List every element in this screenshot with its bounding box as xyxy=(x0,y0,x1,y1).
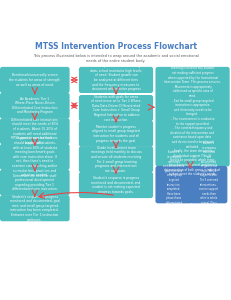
Text: ⊕: ⊕ xyxy=(9,11,19,24)
FancyBboxPatch shape xyxy=(0,195,69,221)
Text: An Academic Tier 1
Where-Place Never-Driven
Differentiated Core Instruction
and : An Academic Tier 1 Where-Place Never-Dri… xyxy=(12,97,57,115)
Text: • branchingminds.com: • branchingminds.com xyxy=(132,290,172,294)
Text: • info@branchingminds.com: • info@branchingminds.com xyxy=(12,290,62,294)
Text: This process illustrated below is intended to wrap around the academic and socia: This process illustrated below is intend… xyxy=(33,54,198,63)
FancyBboxPatch shape xyxy=(0,118,69,144)
FancyBboxPatch shape xyxy=(155,67,229,167)
FancyBboxPatch shape xyxy=(79,146,152,172)
Text: Based upon universal screening
data, school maintains high levels
of need. Stude: Based upon universal screening data, sch… xyxy=(90,64,141,96)
Text: MTSS Intervention Process Flowchart: MTSS Intervention Process Flowchart xyxy=(35,42,196,51)
FancyBboxPatch shape xyxy=(0,92,69,119)
FancyBboxPatch shape xyxy=(79,121,152,147)
FancyBboxPatch shape xyxy=(79,95,152,121)
Text: • @branchingminds: • @branchingminds xyxy=(185,290,220,294)
Text: Monitor student's progress
aligned to small group targeted
instruction for stude: Monitor student's progress aligned to sm… xyxy=(92,125,139,142)
FancyBboxPatch shape xyxy=(155,166,192,203)
Text: Student's response is progress
monitored and documented, goal
met, and small gro: Student's response is progress monitored… xyxy=(10,195,60,222)
Text: MINDS: MINDS xyxy=(37,21,69,31)
Text: MTSS process core instructions
should support all students,
with at least 80% of: MTSS process core instructions should su… xyxy=(12,136,58,177)
Text: • (646) 568-6775: • (646) 568-6775 xyxy=(69,290,100,294)
Text: Student's
in progress
monitored
and
documented
of goal is not
met. Which
support: Student's in progress monitored and docu… xyxy=(198,141,218,228)
FancyBboxPatch shape xyxy=(0,144,69,170)
Text: Student's
in progress
monitored
and documented
goal met, and
small group
targete: Student's in progress monitored and docu… xyxy=(163,150,184,219)
Circle shape xyxy=(0,10,65,25)
Text: Grade level/Content team
meetings held monthly to discuss
and ensure all student: Grade level/Content team meetings held m… xyxy=(90,146,141,173)
Text: Student's response is progress
monitored and documented, and
student is not maki: Student's response is progress monitored… xyxy=(91,176,140,194)
FancyBboxPatch shape xyxy=(189,166,226,203)
Text: BRANCHING: BRANCHING xyxy=(37,11,102,20)
FancyBboxPatch shape xyxy=(0,169,69,196)
Circle shape xyxy=(0,8,79,27)
Text: Differentiated core instructions
should meet the needs of 80%
of students. About: Differentiated core instructions should … xyxy=(11,118,58,145)
Text: Benchmark/universally screen
the students for areas of strength
as well as areas: Benchmark/universally screen the student… xyxy=(9,73,60,86)
Text: Students with goals for areas
of need move on to Tier 2 Where-
Data-Data-Driven : Students with goals for areas of need mo… xyxy=(90,94,141,122)
FancyBboxPatch shape xyxy=(79,172,152,198)
FancyBboxPatch shape xyxy=(79,67,152,93)
Text: If goal is not being met, an
individual problem solving
meeting is held for any : If goal is not being met, an individual … xyxy=(164,57,220,176)
Text: Determine the need for staff
professional development
regarding providing Tier 1: Determine the need for staff professiona… xyxy=(12,174,58,191)
FancyBboxPatch shape xyxy=(0,67,69,93)
